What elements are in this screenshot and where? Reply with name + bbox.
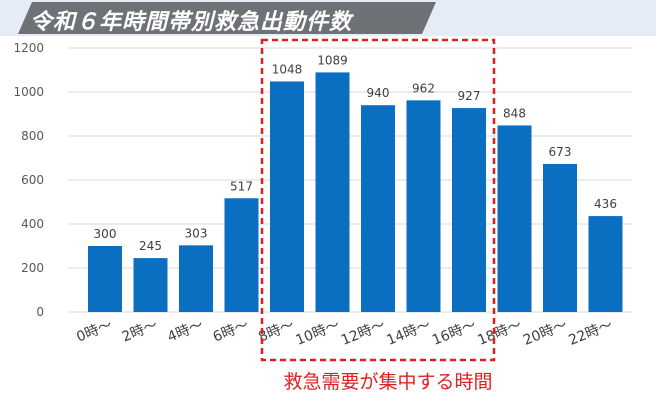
- title-tab: [18, 2, 436, 34]
- y-tick-label: 600: [21, 173, 44, 187]
- bar: [88, 246, 122, 312]
- bar: [543, 163, 577, 312]
- data-label: 517: [230, 179, 253, 193]
- x-tick-label: 0時～: [74, 317, 114, 346]
- bar: [588, 216, 623, 312]
- y-tick-label: 200: [21, 261, 44, 275]
- x-tick-label: 16時～: [430, 317, 478, 349]
- bar: [270, 81, 304, 312]
- data-label: 303: [185, 226, 208, 240]
- x-tick-label: 6時～: [211, 317, 251, 346]
- y-tick-label: 800: [21, 129, 44, 143]
- x-tick-label: 4時～: [165, 317, 205, 346]
- y-tick-label: 0: [36, 305, 44, 319]
- data-label: 1089: [317, 53, 348, 67]
- highlight-note: 救急需要が集中する時間: [283, 371, 492, 393]
- x-tick-label: 10時～: [294, 317, 342, 349]
- bar: [179, 245, 213, 312]
- data-label: 436: [594, 197, 617, 211]
- bar: [361, 105, 395, 312]
- x-tick-label: 14時～: [385, 317, 433, 349]
- data-label: 927: [458, 89, 481, 103]
- highlight-box: [260, 38, 496, 362]
- data-label: 673: [549, 145, 572, 159]
- x-tick-label: 2時～: [120, 317, 160, 346]
- data-label: 1048: [272, 62, 303, 76]
- data-label: 300: [94, 227, 117, 241]
- bar: [224, 198, 259, 312]
- x-tick-label: 12時～: [339, 317, 387, 349]
- bar: [133, 258, 168, 312]
- data-label: 962: [412, 81, 435, 95]
- y-tick-label: 1000: [13, 85, 44, 99]
- bar: [452, 108, 486, 312]
- bar: [315, 72, 350, 312]
- x-tick-label: 20時～: [521, 317, 569, 349]
- x-tick-label: 18時～: [476, 317, 524, 349]
- y-tick-label: 1200: [13, 41, 44, 55]
- y-tick-label: 400: [21, 217, 44, 231]
- bar: [497, 125, 532, 312]
- title-bar: 令和６年時間帯別救急出動件数: [0, 0, 656, 36]
- x-tick-label: 22時～: [567, 317, 615, 349]
- data-label: 940: [367, 86, 390, 100]
- data-label: 848: [503, 106, 526, 120]
- bar: [406, 100, 441, 312]
- chart-title: 令和６年時間帯別救急出動件数: [30, 10, 353, 35]
- data-label: 245: [139, 239, 162, 253]
